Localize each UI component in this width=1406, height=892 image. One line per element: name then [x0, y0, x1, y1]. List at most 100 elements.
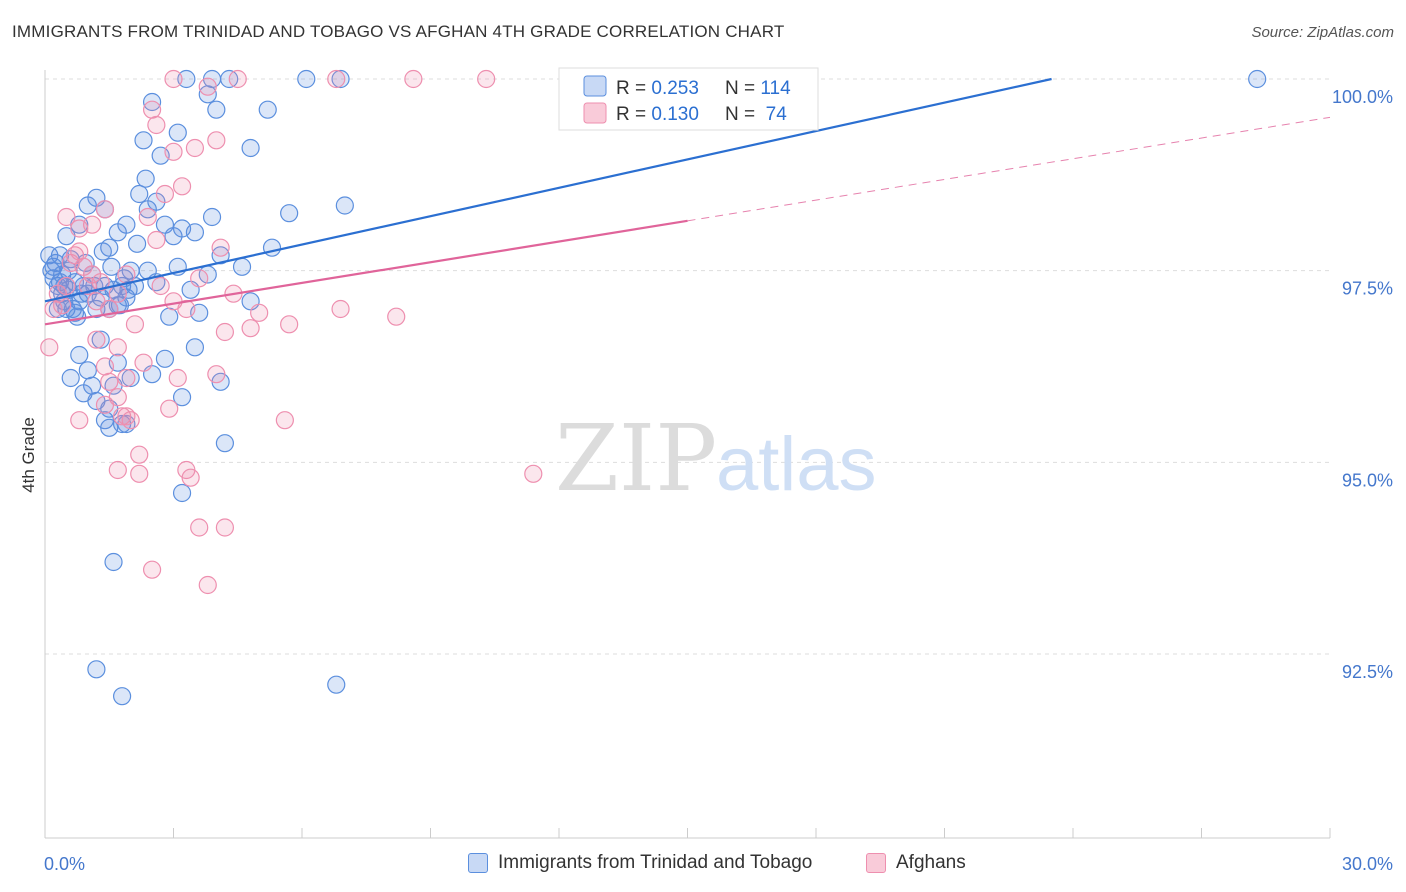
data-point-trinidad	[100, 418, 119, 437]
data-point-trinidad	[104, 552, 123, 572]
data-point-trinidad	[297, 69, 316, 89]
data-point-afghans	[142, 100, 162, 119]
data-point-afghans	[190, 269, 209, 288]
data-point-afghans	[108, 284, 127, 303]
data-point-afghans	[404, 69, 423, 89]
data-point-trinidad	[110, 296, 130, 315]
data-point-afghans	[100, 372, 119, 391]
data-point-trinidad	[102, 257, 121, 276]
data-point-afghans	[134, 353, 153, 372]
data-point-trinidad	[211, 246, 230, 265]
data-point-trinidad	[112, 687, 132, 706]
data-point-trinidad	[207, 100, 226, 119]
data-point-trinidad	[172, 388, 192, 407]
stats-swatch-blue	[583, 75, 607, 97]
data-point-afghans	[164, 69, 183, 89]
data-point-trinidad	[134, 131, 153, 150]
stats-r-value-blue: 0.253	[651, 78, 699, 99]
data-point-trinidad	[70, 345, 89, 365]
data-point-trinidad	[160, 307, 179, 326]
svg-text:N = 114: N = 114	[725, 78, 791, 99]
data-point-afghans	[198, 77, 217, 96]
data-point-trinidad	[91, 330, 110, 349]
data-point-afghans	[172, 177, 192, 196]
stats-r-value-pink: 0.130	[651, 104, 699, 125]
data-point-trinidad	[78, 361, 97, 380]
data-point-trinidad	[172, 483, 192, 503]
data-point-trinidad	[130, 184, 149, 204]
data-point-trinidad	[127, 234, 147, 253]
data-point-afghans	[91, 273, 110, 292]
legend-swatch-blue	[468, 853, 488, 873]
data-point-trinidad	[119, 280, 138, 299]
stats-n-label-pink: N =	[725, 104, 760, 125]
legend-swatch-pink	[866, 853, 886, 873]
data-point-trinidad	[185, 338, 205, 357]
y-tick-label: 100.0%	[1332, 87, 1393, 107]
data-point-trinidad	[331, 69, 350, 89]
data-point-afghans	[142, 560, 162, 579]
data-point-afghans	[151, 276, 170, 296]
data-point-afghans	[125, 315, 145, 334]
data-point-afghans	[327, 69, 346, 89]
data-point-afghans	[275, 411, 294, 430]
data-point-trinidad	[93, 242, 112, 261]
stats-n-value-blue: 114	[760, 78, 791, 99]
data-point-afghans	[112, 407, 132, 426]
data-point-trinidad	[121, 368, 140, 388]
data-point-afghans	[70, 242, 89, 261]
data-point-afghans	[160, 399, 179, 418]
data-point-afghans	[130, 464, 149, 483]
data-point-afghans	[331, 299, 350, 319]
legend-label-trinidad: Immigrants from Trinidad and Tobago	[498, 852, 813, 873]
data-point-afghans	[524, 464, 543, 483]
data-point-trinidad	[241, 138, 260, 158]
chart-source: Source: ZipAtlas.com	[1251, 24, 1394, 41]
data-point-afghans	[211, 238, 230, 257]
data-point-afghans	[228, 69, 247, 89]
data-point-afghans	[198, 575, 217, 595]
data-point-trinidad	[155, 349, 175, 368]
trend-line-trinidad	[44, 77, 1052, 303]
data-point-trinidad	[68, 307, 87, 326]
data-point-trinidad	[142, 92, 162, 112]
stats-r-label-blue: R =	[616, 78, 651, 99]
data-point-afghans	[215, 322, 234, 342]
data-point-trinidad	[168, 123, 187, 142]
data-point-afghans	[280, 315, 299, 334]
data-point-trinidad	[185, 223, 205, 242]
data-point-afghans	[108, 460, 127, 480]
data-point-afghans	[83, 215, 102, 234]
data-point-afghans	[138, 207, 157, 227]
data-point-trinidad	[136, 169, 155, 188]
data-point-afghans	[477, 69, 496, 89]
data-point-afghans	[250, 303, 269, 322]
data-point-trinidad	[117, 215, 136, 234]
data-point-trinidad	[232, 257, 252, 276]
svg-text:R = 0.130: R = 0.130	[616, 104, 699, 125]
trend-line-afghans-extension	[687, 116, 1331, 222]
data-point-afghans	[181, 468, 200, 487]
data-point-afghans	[117, 368, 136, 388]
data-point-trinidad	[83, 376, 102, 395]
data-point-trinidad	[87, 299, 106, 319]
data-point-afghans	[108, 338, 127, 357]
watermark-zip: ZIP	[555, 405, 717, 512]
data-point-trinidad	[327, 675, 346, 694]
data-point-afghans	[57, 207, 76, 227]
data-point-afghans	[387, 307, 406, 326]
data-point-trinidad	[215, 434, 234, 453]
data-point-trinidad	[1248, 69, 1267, 89]
trend-line-afghans	[44, 219, 688, 326]
trend-lines	[44, 77, 1331, 326]
svg-text:N = 74: N = 74	[725, 104, 787, 125]
data-point-afghans	[117, 407, 136, 426]
data-point-afghans	[95, 200, 115, 219]
chart-title: IMMIGRANTS FROM TRINIDAD AND TOBAGO VS A…	[12, 22, 785, 41]
data-point-afghans	[168, 368, 187, 388]
stats-n-value-pink: 74	[760, 104, 787, 125]
data-point-afghans	[70, 411, 89, 430]
x-tick-label-min: 0.0%	[44, 854, 85, 874]
y-tick-label: 92.5%	[1342, 662, 1393, 682]
